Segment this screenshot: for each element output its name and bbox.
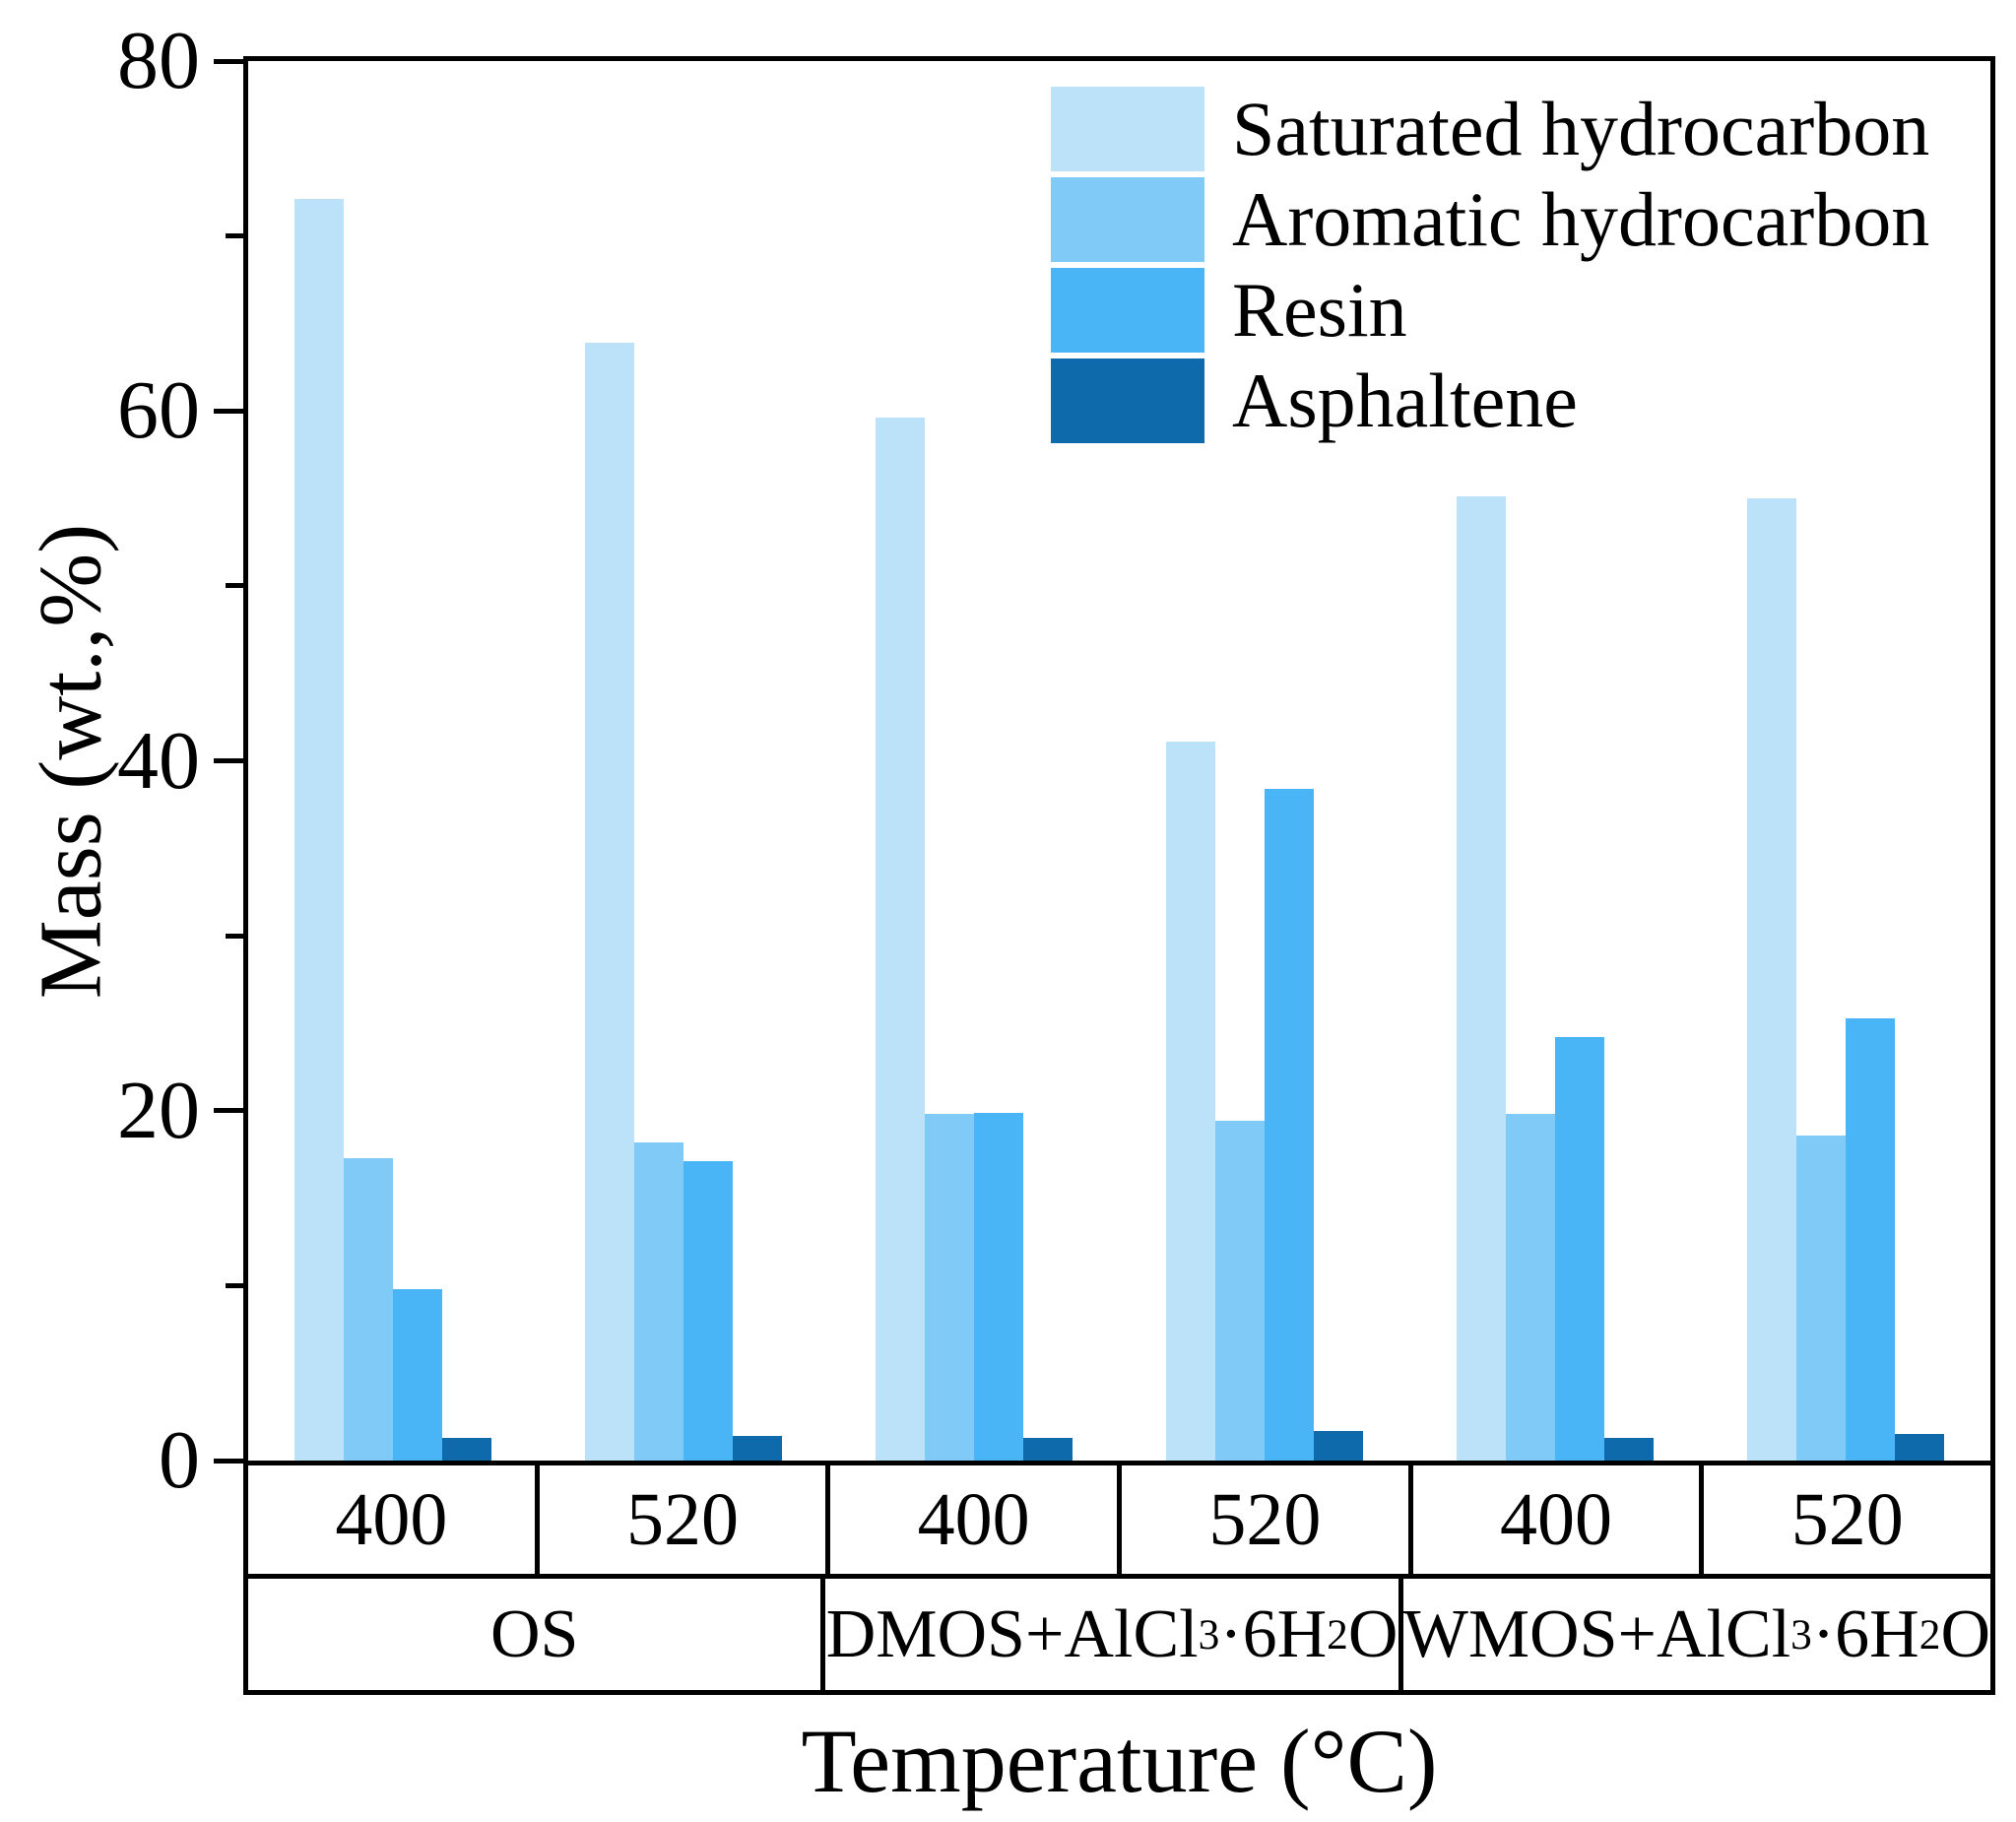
legend-label-saturated-hydrocarbon: Saturated hydrocarbon [1232, 86, 1930, 171]
legend: Saturated hydrocarbon Aromatic hydrocarbo… [1051, 87, 1929, 449]
y-minor-tick-70 [226, 233, 243, 239]
bar-aromatic-hydrocarbon-wmos-520 [1795, 1135, 1846, 1461]
bar-aromatic-hydrocarbon-os-400 [344, 1157, 394, 1461]
legend-swatch-saturated-hydrocarbon [1051, 87, 1204, 171]
y-minor-tick-10 [226, 1282, 243, 1288]
legend-item-resin: Resin [1051, 268, 1929, 353]
bar-asphaltene-dmos-400 [1023, 1437, 1073, 1461]
y-major-tick-20 [214, 1108, 243, 1114]
bar-asphaltene-os-400 [442, 1437, 492, 1461]
y-tick-label-20: 20 [117, 1064, 200, 1156]
bar-saturated-hydrocarbon-os-400 [294, 199, 345, 1461]
temperature-cell-4: 400 [1407, 1465, 1700, 1574]
bar-saturated-hydrocarbon-dmos-520 [1165, 741, 1215, 1461]
sample-cell-2: WMOS+AlCl 3·6H 2 O [1398, 1579, 1990, 1690]
y-tick-label-0: 0 [159, 1414, 200, 1506]
bar-resin-dmos-520 [1264, 788, 1314, 1461]
bar-saturated-hydrocarbon-os-520 [585, 342, 635, 1461]
temperature-cell-3: 520 [1117, 1465, 1408, 1574]
legend-label-resin: Resin [1232, 267, 1407, 353]
legend-item-asphaltene: Asphaltene [1051, 358, 1929, 443]
bar-asphaltene-dmos-520 [1313, 1430, 1363, 1461]
bar-aromatic-hydrocarbon-dmos-400 [925, 1114, 975, 1461]
legend-swatch-asphaltene [1051, 358, 1204, 443]
y-tick-label-40: 40 [117, 714, 200, 807]
x-axis-title: Temperature (°C) [801, 1711, 1438, 1811]
legend-swatch-aromatic-hydrocarbon [1051, 177, 1204, 262]
sample-cell-0: OS [489, 1595, 579, 1672]
temperature-cell-0: 400 [335, 1477, 448, 1561]
bar-resin-dmos-400 [974, 1112, 1024, 1461]
bar-saturated-hydrocarbon-wmos-520 [1746, 498, 1796, 1461]
legend-label-aromatic-hydrocarbon: Aromatic hydrocarbon [1232, 176, 1930, 262]
bar-saturated-hydrocarbon-wmos-400 [1456, 496, 1506, 1461]
legend-item-saturated-hydrocarbon: Saturated hydrocarbon [1051, 87, 1929, 171]
bar-asphaltene-wmos-520 [1894, 1434, 1944, 1461]
y-minor-tick-30 [226, 933, 243, 939]
x-axis-table: 400 520 400 520 400 520 OS DMOS+AlCl 3·6H 2 O WMOS+… [243, 1461, 1995, 1695]
legend-item-aromatic-hydrocarbon: Aromatic hydrocarbon [1051, 177, 1929, 262]
temperature-cell-2: 400 [825, 1465, 1117, 1574]
legend-swatch-resin [1051, 268, 1204, 353]
bar-asphaltene-os-520 [733, 1436, 783, 1461]
bar-aromatic-hydrocarbon-wmos-400 [1505, 1114, 1555, 1461]
bar-saturated-hydrocarbon-dmos-400 [876, 418, 926, 1461]
y-tick-label-80: 80 [117, 15, 200, 106]
bar-asphaltene-wmos-400 [1603, 1437, 1654, 1461]
bar-resin-wmos-400 [1554, 1037, 1604, 1461]
bar-resin-wmos-520 [1845, 1017, 1895, 1461]
bar-resin-os-400 [393, 1288, 443, 1461]
bar-resin-os-520 [683, 1161, 734, 1461]
y-major-tick-60 [214, 408, 243, 414]
bar-aromatic-hydrocarbon-dmos-520 [1214, 1121, 1265, 1461]
temperature-cell-5: 520 [1699, 1465, 1990, 1574]
y-major-tick-40 [214, 758, 243, 763]
y-minor-tick-50 [226, 583, 243, 589]
temperature-row: 400 520 400 520 400 520 [248, 1465, 1990, 1574]
sample-row: OS DMOS+AlCl 3·6H 2 O WMOS+AlCl 3·6H 2 O [248, 1574, 1990, 1690]
temperature-cell-1: 520 [534, 1465, 826, 1574]
y-major-tick-80 [214, 58, 243, 64]
sample-cell-1: DMOS+AlCl 3·6H 2 O [820, 1579, 1398, 1690]
y-tick-label-60: 60 [117, 364, 200, 457]
bar-aromatic-hydrocarbon-os-520 [634, 1141, 684, 1461]
y-major-tick-0 [214, 1458, 243, 1464]
legend-label-asphaltene: Asphaltene [1232, 358, 1578, 443]
